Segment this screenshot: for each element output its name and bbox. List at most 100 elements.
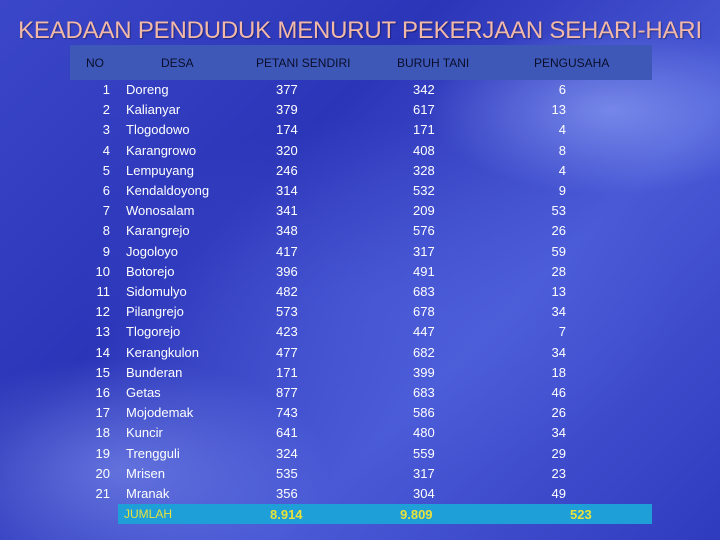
cell-buruh: 682 — [413, 344, 435, 360]
table-row: 2 Kalianyar 379 617 13 — [0, 100, 720, 120]
page-title: KEADAAN PENDUDUK MENURUT PEKERJAAN SEHAR… — [18, 17, 702, 44]
header-petani: PETANI SENDIRI — [256, 56, 351, 70]
table-row: 6 Kendaldoyong 314 532 9 — [0, 181, 720, 201]
cell-pengusaha: 46 — [551, 385, 566, 400]
cell-pengusaha: 26 — [551, 405, 566, 421]
table-row: 17 Mojodemak 743 586 26 — [0, 403, 720, 423]
cell-no: 12 — [95, 304, 110, 320]
total-pengusaha: 523 — [570, 507, 592, 522]
cell-no: 18 — [95, 425, 110, 441]
cell-petani: 482 — [276, 284, 298, 299]
cell-petani: 379 — [276, 102, 298, 118]
cell-no: 16 — [95, 385, 110, 400]
header-buruh: BURUH TANI — [397, 56, 470, 70]
cell-no: 5 — [102, 162, 110, 178]
cell-no: 9 — [102, 243, 110, 259]
cell-petani: 174 — [276, 122, 298, 138]
cell-buruh: 683 — [413, 385, 435, 400]
cell-petani: 356 — [276, 486, 298, 501]
cell-no: 14 — [95, 344, 110, 360]
cell-desa: Trengguli — [126, 445, 180, 461]
table-row: 8 Karangrejo 348 576 26 — [0, 221, 720, 241]
cell-petani: 246 — [276, 162, 298, 178]
cell-buruh: 480 — [413, 425, 435, 441]
cell-no: 3 — [102, 122, 110, 138]
cell-desa: Mranak — [126, 486, 170, 501]
total-label: JUMLAH — [124, 507, 173, 521]
cell-no: 7 — [102, 203, 110, 219]
cell-pengusaha: 9 — [558, 183, 566, 198]
cell-petani: 341 — [276, 203, 298, 219]
cell-pengusaha: 8 — [558, 142, 566, 158]
table-row: 1 Doreng 377 342 6 — [0, 80, 720, 100]
table-row: 20 Mrisen 535 317 23 — [0, 464, 720, 484]
cell-petani: 641 — [276, 425, 298, 441]
table-row: 11 Sidomulyo 482 683 13 — [0, 282, 720, 302]
cell-desa: Wonosalam — [126, 203, 195, 219]
table-row: 15 Bunderan 171 399 18 — [0, 363, 720, 383]
cell-desa: Botorejo — [126, 263, 175, 279]
cell-desa: Mojodemak — [126, 405, 194, 421]
table-row: 10 Botorejo 396 491 28 — [0, 262, 720, 282]
cell-petani: 348 — [276, 223, 298, 239]
cell-pengusaha: 34 — [551, 304, 566, 320]
cell-buruh: 447 — [413, 324, 435, 340]
cell-buruh: 617 — [413, 102, 435, 118]
cell-no: 2 — [102, 102, 110, 118]
cell-buruh: 304 — [413, 486, 435, 501]
table-row: 7 Wonosalam 341 209 53 — [0, 201, 720, 221]
cell-desa: Pilangrejo — [126, 304, 184, 320]
cell-no: 15 — [95, 364, 110, 380]
cell-buruh: 532 — [413, 183, 435, 198]
cell-pengusaha: 28 — [551, 263, 566, 279]
cell-pengusaha: 13 — [551, 102, 566, 118]
table-row: 4 Karangrowo 320 408 8 — [0, 141, 720, 161]
table-row: 12 Pilangrejo 573 678 34 — [0, 302, 720, 322]
cell-pengusaha: 26 — [551, 223, 566, 239]
table-row: 16 Getas 877 683 46 — [0, 383, 720, 403]
cell-no: 13 — [95, 324, 110, 340]
table-row: 14 Kerangkulon 477 682 34 — [0, 343, 720, 363]
cell-petani: 743 — [276, 405, 298, 421]
cell-pengusaha: 4 — [558, 162, 566, 178]
cell-buruh: 209 — [413, 203, 435, 219]
cell-pengusaha: 23 — [551, 465, 566, 481]
cell-desa: Jogoloyo — [126, 243, 179, 259]
cell-desa: Doreng — [126, 82, 169, 97]
table-row: 18 Kuncir 641 480 34 — [0, 423, 720, 443]
cell-no: 19 — [95, 445, 110, 461]
cell-desa: Lempuyang — [126, 162, 194, 178]
cell-buruh: 399 — [413, 364, 435, 380]
cell-pengusaha: 7 — [558, 324, 566, 340]
cell-buruh: 559 — [413, 445, 435, 461]
cell-no: 6 — [102, 183, 110, 198]
cell-no: 21 — [95, 486, 110, 501]
cell-desa: Sidomulyo — [126, 284, 187, 299]
cell-no: 4 — [102, 142, 110, 158]
cell-pengusaha: 13 — [551, 284, 566, 299]
cell-pengusaha: 53 — [551, 203, 566, 219]
table-header — [70, 45, 652, 80]
cell-desa: Karangrejo — [126, 223, 190, 239]
cell-desa: Kalianyar — [126, 102, 181, 118]
cell-no: 17 — [95, 405, 110, 421]
cell-buruh: 576 — [413, 223, 435, 239]
cell-buruh: 317 — [413, 243, 435, 259]
cell-petani: 171 — [276, 364, 298, 380]
cell-buruh: 678 — [413, 304, 435, 320]
table-row: 5 Lempuyang 246 328 4 — [0, 161, 720, 181]
cell-petani: 423 — [276, 324, 298, 340]
cell-buruh: 317 — [413, 465, 435, 481]
cell-desa: Getas — [126, 385, 161, 400]
cell-pengusaha: 59 — [551, 243, 566, 259]
table-row: 21 Mranak 356 304 49 — [0, 484, 720, 504]
table-row: 13 Tlogorejo 423 447 7 — [0, 322, 720, 342]
cell-petani: 396 — [276, 263, 298, 279]
cell-desa: Kuncir — [126, 425, 163, 441]
cell-pengusaha: 4 — [558, 122, 566, 138]
cell-buruh: 586 — [413, 405, 435, 421]
header-pengusaha: PENGUSAHA — [534, 56, 610, 70]
cell-no: 1 — [102, 82, 110, 97]
cell-desa: Tlogorejo — [126, 324, 181, 340]
cell-buruh: 342 — [413, 82, 435, 97]
